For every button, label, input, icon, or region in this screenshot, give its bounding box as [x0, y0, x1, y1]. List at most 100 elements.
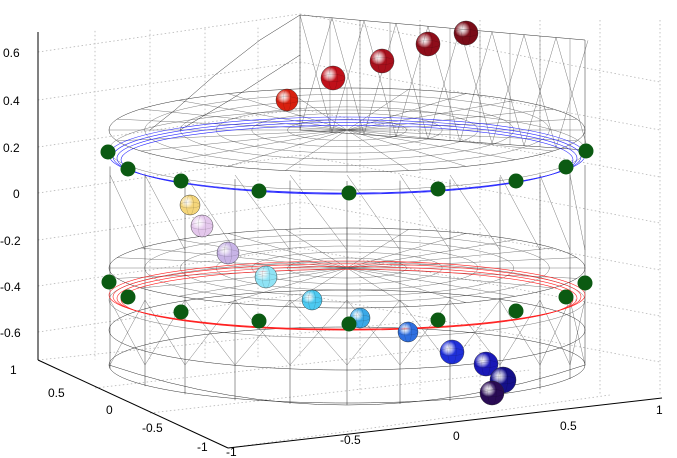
mesh-spoke — [285, 267, 348, 307]
sphere-grid — [197, 214, 207, 238]
mesh-diagonal — [523, 37, 557, 146]
sphere-grid — [356, 307, 364, 329]
green-marker — [558, 289, 574, 305]
mesh-spoke — [227, 267, 348, 303]
mesh-spoke — [346, 100, 516, 131]
x-axis-line — [227, 397, 663, 449]
sphere-grid — [461, 20, 471, 46]
mesh-spoke — [285, 229, 348, 269]
mesh-diagonal — [399, 299, 451, 366]
z-tick: -0.4 — [0, 280, 21, 294]
x-tick: -1 — [226, 445, 237, 458]
sphere-grid — [423, 31, 433, 57]
grid-line — [37, 13, 301, 53]
mesh-spoke — [346, 233, 467, 269]
sphere-grid — [282, 88, 292, 112]
green-marker — [101, 274, 117, 290]
sphere-grid — [369, 57, 395, 65]
sphere-grid — [453, 29, 479, 37]
sphere-marker — [473, 351, 499, 377]
sphere-grid — [216, 249, 240, 257]
mesh-spoke — [140, 247, 348, 269]
mesh-spoke — [227, 233, 348, 269]
z-tick: 0.2 — [3, 141, 20, 155]
grid-line — [37, 201, 301, 241]
sphere-grid — [261, 265, 271, 289]
grid-line — [37, 61, 301, 101]
mesh-spoke — [346, 257, 577, 269]
sphere-marker — [275, 88, 299, 112]
tick-labels: 0.6 0.4 0.2 0 -0.2 -0.4 -0.6 1 0.5 0 -0.… — [0, 46, 663, 458]
mesh-spoke — [178, 129, 348, 160]
sphere-grid — [481, 351, 491, 377]
green-marker — [173, 173, 189, 189]
sphere-grid — [489, 375, 517, 385]
sphere-marker — [479, 380, 505, 406]
mesh-spoke — [285, 129, 348, 171]
mesh-diagonal — [346, 174, 401, 251]
sphere-grid — [301, 296, 323, 304]
green-markers — [100, 143, 594, 332]
sphere-grid — [223, 241, 233, 265]
sphere-marker — [397, 321, 419, 343]
x-tick: 1 — [656, 403, 663, 417]
wireframe-mesh — [108, 14, 589, 406]
mesh-spoke — [117, 129, 348, 142]
grid-line — [37, 154, 301, 194]
sphere-grid — [377, 48, 387, 74]
mesh-spoke — [346, 267, 409, 307]
z-tick: 0 — [13, 187, 20, 201]
mesh-spoke — [346, 89, 409, 131]
mesh-spoke — [140, 129, 348, 152]
x-tick: 0.5 — [560, 419, 577, 433]
sphere-grid — [479, 389, 505, 397]
grid-line — [299, 154, 661, 224]
grid-line — [37, 293, 301, 333]
grid-line — [37, 108, 301, 148]
green-marker — [341, 316, 357, 332]
mesh-diagonal — [234, 299, 291, 366]
mesh-spoke — [227, 93, 348, 131]
sphere-grid — [397, 328, 419, 336]
x-tick: -0.5 — [340, 433, 361, 447]
background-grid — [37, 13, 661, 449]
green-marker — [558, 159, 574, 175]
z-tick: 0.4 — [3, 94, 20, 108]
mesh-diagonal — [184, 174, 236, 251]
sphere-marker — [216, 241, 240, 265]
sphere-grid — [186, 194, 194, 216]
mesh-bottom-edge — [108, 364, 586, 406]
mesh-diagonal — [289, 299, 348, 366]
mesh-diagonal — [539, 174, 571, 251]
green-marker — [508, 173, 524, 189]
sphere-grid — [328, 65, 338, 91]
mesh-diagonal — [539, 299, 571, 366]
mesh-ramp — [179, 54, 301, 131]
grid-line — [37, 247, 301, 287]
mesh-diagonal — [144, 174, 186, 251]
z-tick: 0.6 — [3, 46, 20, 60]
mesh-diagonal — [184, 299, 236, 366]
mesh-spoke — [346, 239, 516, 269]
grid-line — [227, 394, 611, 449]
mesh-diagonal — [346, 299, 401, 366]
sphere-grid — [275, 96, 299, 104]
mesh-diagonal — [109, 299, 146, 366]
mesh-spoke — [346, 129, 516, 160]
mesh-diagonal — [234, 174, 291, 251]
mesh-diagonal — [331, 20, 365, 133]
sphere-grid — [404, 321, 412, 343]
green-marker — [251, 183, 267, 199]
mesh-diagonal — [289, 174, 348, 251]
sphere-marker — [415, 31, 441, 57]
mesh-diagonal — [427, 29, 461, 140]
mesh-diagonal — [299, 17, 333, 131]
sphere-marker — [439, 339, 465, 365]
sphere-marker — [179, 194, 201, 216]
green-marker — [251, 313, 267, 329]
sphere-grid — [308, 289, 316, 311]
mesh-ramp — [149, 14, 301, 131]
y-axis-line — [37, 359, 229, 449]
mesh-diagonal — [449, 174, 501, 251]
green-marker — [430, 181, 446, 197]
